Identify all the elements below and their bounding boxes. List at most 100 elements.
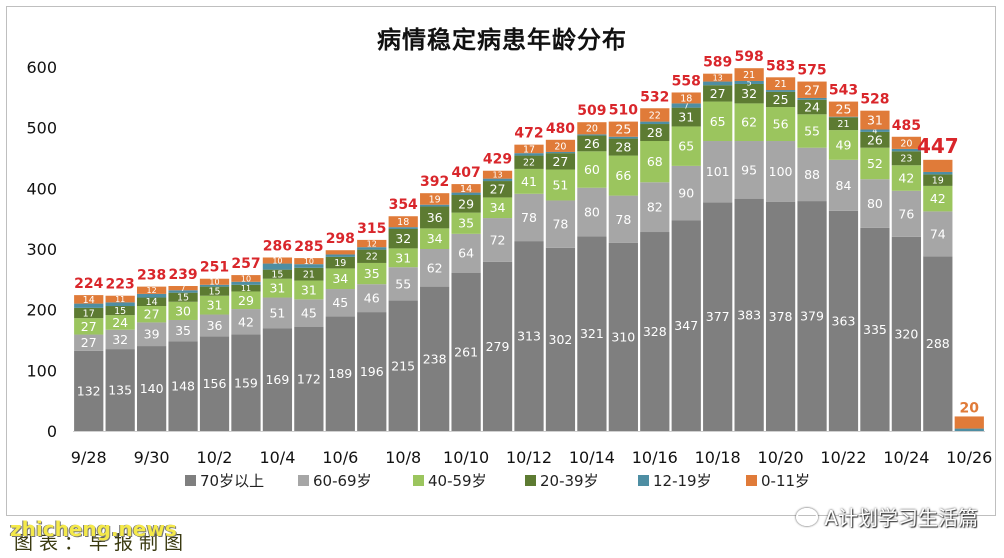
segment-label: 15 bbox=[114, 306, 126, 317]
bar-segment bbox=[577, 187, 607, 237]
segment-label: 34 bbox=[332, 271, 348, 286]
bar-segment bbox=[514, 193, 544, 242]
segment-label: 20 bbox=[554, 141, 566, 152]
segment-label: 25 bbox=[773, 92, 789, 107]
total-label: 558 bbox=[672, 73, 701, 89]
bar-segment bbox=[954, 428, 984, 431]
segment-label: 196 bbox=[360, 364, 384, 379]
bar-segment bbox=[514, 168, 544, 194]
bar-segment bbox=[262, 263, 293, 270]
segment-label: 32 bbox=[112, 332, 128, 347]
bar-segment bbox=[734, 198, 764, 431]
bar-segment bbox=[357, 284, 387, 313]
segment-label: 34 bbox=[427, 231, 443, 246]
segment-label: 14 bbox=[146, 297, 158, 308]
bar-segment bbox=[577, 236, 607, 431]
bar-segment bbox=[231, 281, 261, 285]
segment-label: 35 bbox=[175, 323, 191, 338]
bar-segment bbox=[577, 135, 607, 152]
segment-label: 10 bbox=[241, 274, 251, 283]
segment-label: 148 bbox=[171, 379, 195, 394]
bar-segment bbox=[74, 303, 104, 308]
total-label: 407 bbox=[451, 165, 480, 181]
segment-label: 55 bbox=[395, 276, 411, 291]
segment-label: 18 bbox=[397, 217, 409, 228]
segment-label: 27 bbox=[144, 307, 160, 322]
bar-segment bbox=[797, 147, 827, 202]
bar-segment bbox=[231, 291, 261, 310]
segment-label: 12 bbox=[147, 286, 157, 295]
total-label: 583 bbox=[766, 58, 795, 74]
bar-segment bbox=[388, 216, 418, 228]
bar-segment bbox=[325, 254, 355, 257]
segment-label: 100 bbox=[769, 164, 793, 179]
segment-label: 156 bbox=[203, 376, 227, 391]
segment-label: 49 bbox=[836, 137, 852, 152]
segment-label: 76 bbox=[898, 206, 914, 221]
bar-segment bbox=[420, 206, 450, 229]
segment-label: 17 bbox=[83, 308, 95, 319]
bar-segment bbox=[231, 309, 261, 335]
segment-label: 65 bbox=[710, 114, 726, 129]
segment-label: 18 bbox=[680, 93, 692, 104]
bar-segment bbox=[482, 178, 513, 182]
total-label: 589 bbox=[703, 55, 732, 71]
segment-label: 10 bbox=[209, 278, 219, 287]
segment-label: 320 bbox=[894, 326, 918, 341]
bar-segment bbox=[577, 122, 607, 135]
segment-label: 4 bbox=[872, 127, 877, 136]
segment-label: 26 bbox=[584, 136, 600, 151]
total-label: 223 bbox=[106, 277, 135, 293]
bar-segment bbox=[325, 289, 355, 317]
segment-label: 22 bbox=[649, 110, 661, 121]
legend-swatch bbox=[413, 475, 424, 486]
segment-label: 29 bbox=[458, 196, 474, 211]
segment-label: 56 bbox=[773, 117, 789, 132]
segment-label: 68 bbox=[647, 154, 663, 169]
segment-label: 31 bbox=[207, 298, 223, 313]
bar-segment bbox=[294, 267, 324, 281]
x-tick-label: 10/16 bbox=[632, 448, 678, 467]
bar-segment bbox=[262, 328, 293, 431]
segment-label: 42 bbox=[238, 314, 254, 329]
segment-label: 21 bbox=[303, 270, 315, 281]
bar-segment bbox=[136, 293, 167, 298]
bar-segment bbox=[136, 297, 167, 307]
bar-segment bbox=[765, 107, 796, 142]
watermark: zhicheng.news bbox=[10, 517, 177, 541]
bar-segment bbox=[608, 242, 638, 431]
segment-label: 15 bbox=[208, 287, 220, 298]
segment-label: 5 bbox=[747, 78, 752, 87]
legend-swatch bbox=[746, 475, 757, 486]
bar-segment bbox=[514, 241, 544, 431]
bar-segment bbox=[105, 315, 135, 330]
y-tick-label: 100 bbox=[26, 361, 57, 380]
bar-segment bbox=[262, 269, 293, 279]
segment-label: 27 bbox=[490, 182, 506, 197]
bar-segment bbox=[828, 130, 859, 160]
total-label: 257 bbox=[231, 256, 260, 272]
brand-label: A计划学习生活篇 bbox=[796, 502, 978, 531]
bar-segment bbox=[545, 200, 576, 248]
segment-label: 379 bbox=[800, 309, 824, 324]
bar-segment bbox=[420, 249, 450, 287]
segment-label: 363 bbox=[832, 313, 856, 328]
segment-label: 27 bbox=[81, 319, 97, 334]
legend-swatch bbox=[638, 475, 649, 486]
x-tick-label: 10/18 bbox=[695, 448, 741, 467]
segment-label: 15 bbox=[177, 293, 189, 304]
bar-segment bbox=[828, 116, 859, 118]
bar-segment bbox=[671, 220, 701, 431]
bar-segment bbox=[451, 195, 481, 213]
segment-label: 261 bbox=[454, 344, 478, 359]
segment-label: 72 bbox=[490, 232, 506, 247]
total-label: 238 bbox=[137, 268, 166, 284]
bar-segment bbox=[703, 81, 733, 86]
segment-label: 62 bbox=[741, 115, 757, 130]
bar-segment bbox=[608, 121, 638, 137]
segment-label: 74 bbox=[930, 226, 946, 241]
segment-label: 42 bbox=[930, 191, 946, 206]
bar-segment bbox=[388, 227, 418, 229]
x-tick-label: 10/14 bbox=[569, 448, 615, 467]
bar-segment bbox=[671, 103, 701, 108]
